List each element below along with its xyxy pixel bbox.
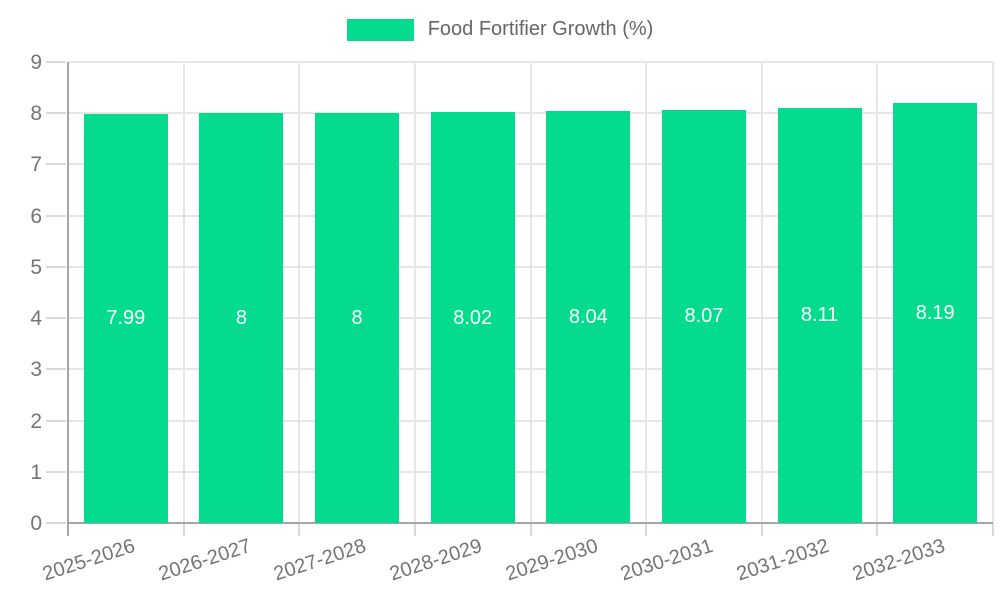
x-axis-label: 2032-2033 — [849, 534, 948, 586]
y-tick-mark — [46, 265, 66, 268]
y-axis-line — [67, 62, 69, 536]
x-tick-mark — [760, 523, 763, 536]
bar[interactable] — [546, 111, 631, 523]
bar[interactable] — [777, 107, 862, 523]
x-tick-mark — [876, 523, 879, 536]
y-tick-label: 1 — [30, 460, 42, 484]
x-gridline — [413, 62, 416, 523]
y-tick-label: 3 — [30, 358, 42, 382]
x-gridline — [298, 62, 301, 523]
y-tick-label: 6 — [30, 204, 42, 228]
bar[interactable] — [199, 113, 284, 523]
x-axis-label: 2026-2027 — [155, 534, 254, 586]
x-gridline — [182, 62, 185, 523]
y-tick-label: 8 — [30, 102, 42, 126]
y-tick-mark — [46, 419, 66, 422]
x-gridline — [992, 62, 994, 523]
y-tick-mark — [46, 214, 66, 217]
bar-value-label: 8.04 — [568, 306, 608, 329]
legend-swatch — [346, 18, 414, 41]
x-tick-mark — [182, 523, 185, 536]
bar[interactable] — [83, 113, 168, 523]
x-gridline — [645, 62, 648, 523]
legend-item[interactable]: Food Fortifier Growth (%) — [346, 18, 654, 41]
bar-value-label: 8.07 — [684, 305, 724, 328]
bar[interactable] — [661, 109, 746, 523]
y-tick-label: 7 — [30, 153, 42, 177]
y-tick-label: 5 — [30, 255, 42, 279]
x-tick-mark — [645, 523, 648, 536]
x-axis-label: 2025-2026 — [40, 534, 138, 586]
y-tick-mark — [46, 368, 66, 371]
y-tick-mark — [46, 470, 66, 473]
x-gridline — [876, 62, 879, 523]
y-tick-label: 9 — [30, 51, 42, 74]
x-axis-label: 2027-2028 — [271, 534, 370, 586]
y-tick-mark — [46, 163, 66, 166]
bar[interactable] — [430, 112, 515, 523]
bar-value-label: 8 — [235, 307, 247, 330]
y-tick-label: 0 — [30, 512, 42, 535]
y-tick-mark — [46, 317, 66, 320]
x-axis-line — [68, 522, 993, 524]
bar-value-label: 8.02 — [453, 306, 493, 329]
y-tick-label: 4 — [30, 307, 42, 331]
x-tick-mark — [992, 523, 994, 536]
bar[interactable] — [893, 103, 978, 523]
x-gridline — [760, 62, 763, 523]
x-tick-mark — [413, 523, 416, 536]
x-axis-label: 2031-2032 — [733, 534, 832, 586]
x-axis-label: 2030-2031 — [618, 534, 717, 586]
bar-value-label: 8.19 — [915, 302, 955, 325]
y-tick-mark — [46, 61, 66, 63]
x-axis-label: 2029-2030 — [502, 534, 601, 586]
y-tick-mark — [46, 522, 66, 524]
y-tick-label: 2 — [30, 409, 42, 433]
bar-value-label: 8 — [351, 307, 363, 330]
bar-value-label: 7.99 — [106, 307, 146, 330]
x-tick-mark — [298, 523, 301, 536]
x-gridline — [529, 62, 532, 523]
y-tick-mark — [46, 112, 66, 115]
bar[interactable] — [315, 113, 400, 523]
x-tick-mark — [529, 523, 532, 536]
x-axis-label: 2028-2029 — [387, 534, 485, 586]
legend-label: Food Fortifier Growth (%) — [427, 18, 654, 40]
chart-legend: Food Fortifier Growth (%) — [0, 18, 1000, 41]
bar-value-label: 8.11 — [800, 304, 839, 327]
